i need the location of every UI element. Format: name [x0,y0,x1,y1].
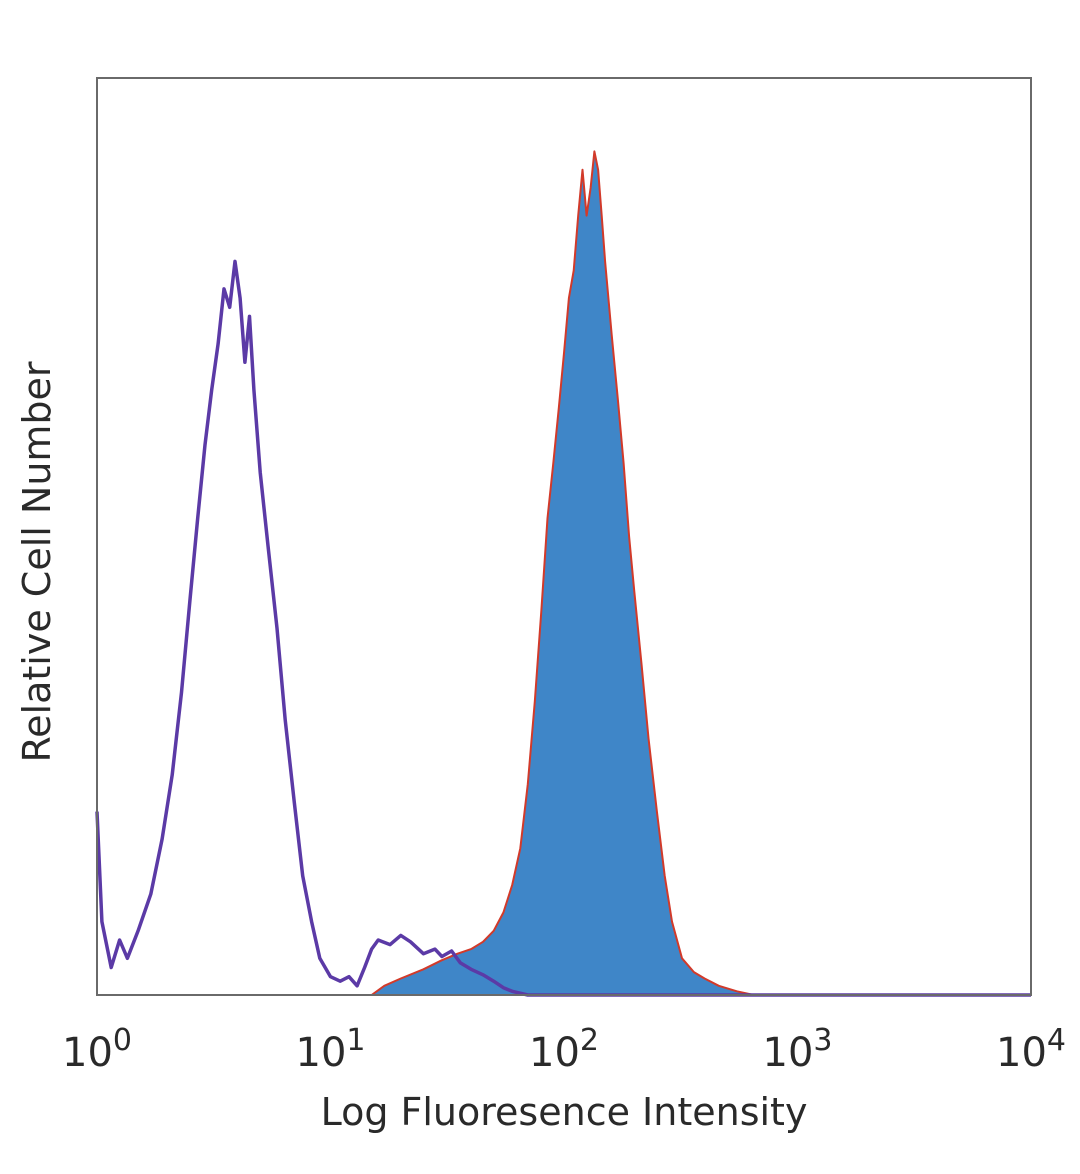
plot-area-frame [96,77,1032,996]
x-tick-label-4: 104 [996,1023,1066,1076]
series-0-outline [97,150,1031,996]
x-tick-label-0: 100 [62,1023,132,1076]
x-axis-ticks: 100 101 102 103 104 [62,1023,1066,1076]
series-0-filled-area [97,151,1031,995]
x-tick-label-3: 103 [763,1023,833,1076]
x-tick-label-2: 102 [529,1023,599,1076]
x-tick-label-1: 101 [296,1023,366,1076]
x-axis-label: Log Fluoresence Intensity [321,1090,808,1134]
y-axis-label: Relative Cell Number [15,361,59,762]
series-1-line [95,259,1031,997]
series-layer [95,150,1031,997]
